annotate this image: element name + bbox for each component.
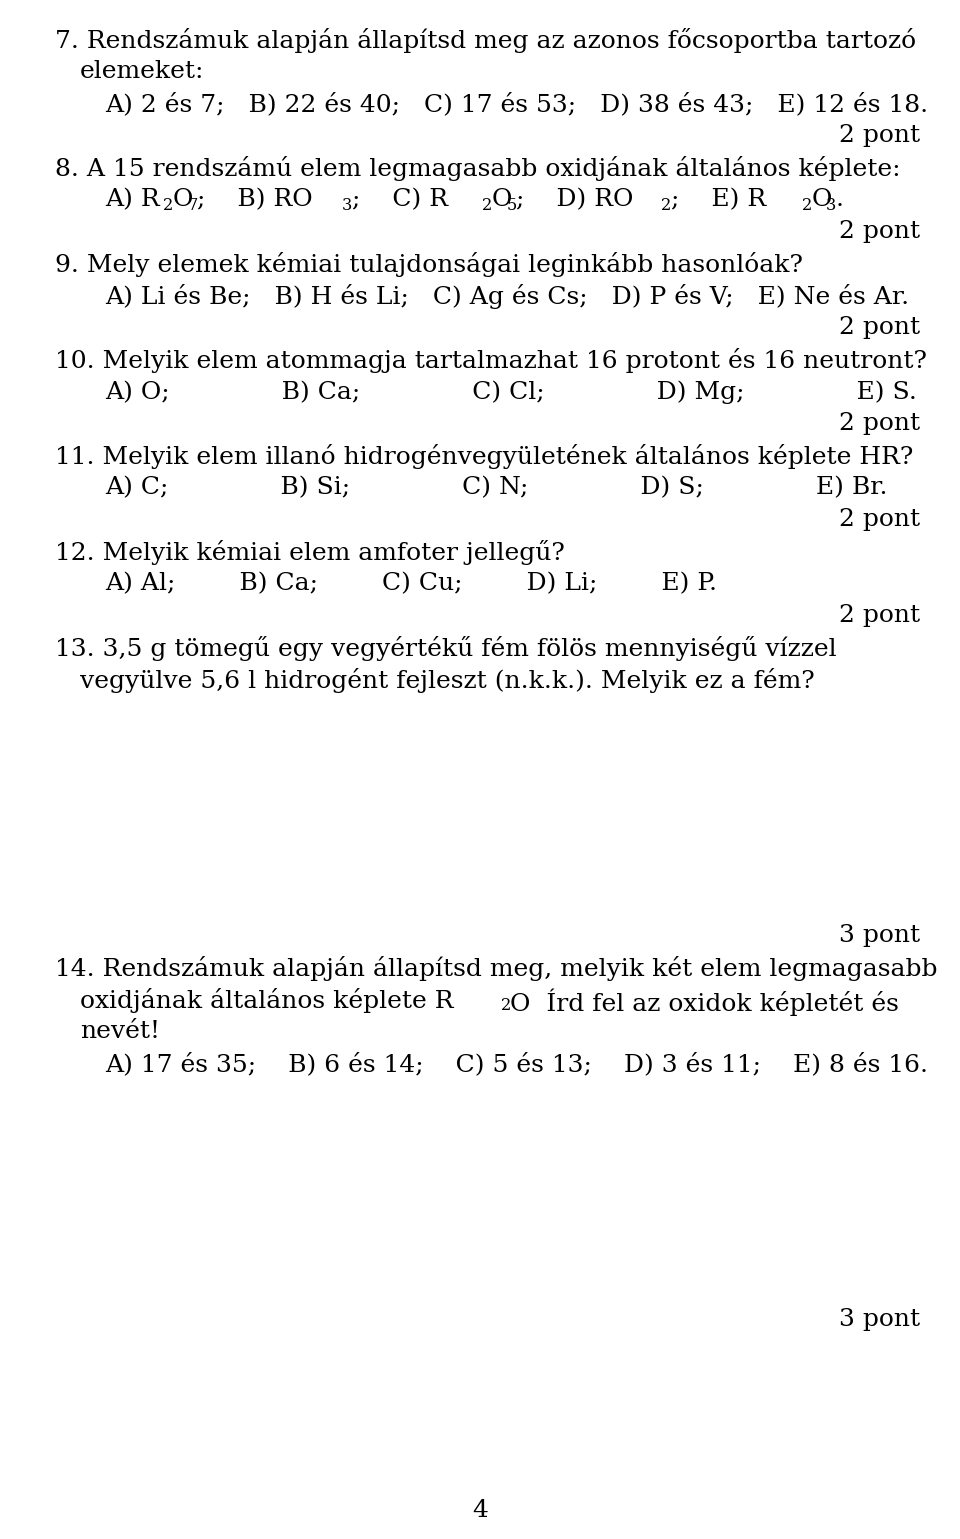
Text: 8. A 15 rendszámú elem legmagasabb oxidjának általános képlete:: 8. A 15 rendszámú elem legmagasabb oxidj… (55, 155, 900, 182)
Text: 2: 2 (163, 197, 174, 214)
Text: 13. 3,5 g tömegű egy vegyértékű fém fölös mennyiségű vízzel: 13. 3,5 g tömegű egy vegyértékű fém fölö… (55, 636, 836, 660)
Text: 3: 3 (342, 197, 352, 214)
Text: 7. Rendszámuk alapján állapítsd meg az azonos főcsoportba tartozó: 7. Rendszámuk alapján állapítsd meg az a… (55, 28, 916, 52)
Text: O: O (492, 188, 513, 211)
Text: 4: 4 (472, 1499, 488, 1522)
Text: 7: 7 (187, 197, 198, 214)
Text: 11. Melyik elem illanó hidrogénvegyületének általános képlete HR?: 11. Melyik elem illanó hidrogénvegyületé… (55, 443, 913, 469)
Text: .: . (835, 188, 844, 211)
Text: vegyülve 5,6 l hidrogént fejleszt (n.k.k.). Melyik ez a fém?: vegyülve 5,6 l hidrogént fejleszt (n.k.k… (80, 668, 815, 693)
Text: 2: 2 (500, 997, 511, 1014)
Text: A) 2 és 7;   B) 22 és 40;   C) 17 és 53;   D) 38 és 43;   E) 12 és 18.: A) 2 és 7; B) 22 és 40; C) 17 és 53; D) … (105, 92, 928, 115)
Text: A) 17 és 35;    B) 6 és 14;    C) 5 és 13;    D) 3 és 11;    E) 8 és 16.: A) 17 és 35; B) 6 és 14; C) 5 és 13; D) … (105, 1053, 928, 1076)
Text: nevét!: nevét! (80, 1020, 160, 1043)
Text: A) Li és Be;   B) H és Li;   C) Ag és Cs;   D) P és V;   E) Ne és Ar.: A) Li és Be; B) H és Li; C) Ag és Cs; D)… (105, 285, 909, 309)
Text: 2 pont: 2 pont (839, 125, 920, 148)
Text: A) Al;        B) Ca;        C) Cu;        D) Li;        E) P.: A) Al; B) Ca; C) Cu; D) Li; E) P. (105, 573, 717, 596)
Text: 2 pont: 2 pont (839, 220, 920, 243)
Text: elemeket:: elemeket: (80, 60, 204, 83)
Text: O: O (811, 188, 831, 211)
Text: 10. Melyik elem atommagja tartalmazhat 16 protont és 16 neutront?: 10. Melyik elem atommagja tartalmazhat 1… (55, 348, 927, 372)
Text: A) R: A) R (105, 188, 159, 211)
Text: 2: 2 (802, 197, 812, 214)
Text: oxidjának általános képlete R: oxidjának általános képlete R (80, 988, 453, 1013)
Text: 2: 2 (661, 197, 672, 214)
Text: 2 pont: 2 pont (839, 603, 920, 626)
Text: 3: 3 (826, 197, 836, 214)
Text: 14. Rendszámuk alapján állapítsd meg, melyik két elem legmagasabb: 14. Rendszámuk alapján állapítsd meg, me… (55, 956, 938, 980)
Text: 5: 5 (507, 197, 516, 214)
Text: ;    D) RO: ; D) RO (516, 188, 634, 211)
Text: ;    C) R: ; C) R (351, 188, 447, 211)
Text: A) C;              B) Si;              C) N;              D) S;              E) : A) C; B) Si; C) N; D) S; E) (105, 476, 887, 499)
Text: 12. Melyik kémiai elem amfoter jellegű?: 12. Melyik kémiai elem amfoter jellegű? (55, 540, 564, 565)
Text: ;    E) R: ; E) R (671, 188, 766, 211)
Text: 2 pont: 2 pont (839, 315, 920, 339)
Text: 3 pont: 3 pont (839, 1308, 920, 1331)
Text: ;    B) RO: ; B) RO (197, 188, 313, 211)
Text: A) O;              B) Ca;              C) Cl;              D) Mg;              E: A) O; B) Ca; C) Cl; D) Mg; E (105, 380, 917, 403)
Text: O: O (173, 188, 193, 211)
Text: 2: 2 (482, 197, 492, 214)
Text: 2 pont: 2 pont (839, 412, 920, 436)
Text: 9. Mely elemek kémiai tulajdonságai leginkább hasonlóak?: 9. Mely elemek kémiai tulajdonságai legi… (55, 252, 803, 277)
Text: 2 pont: 2 pont (839, 508, 920, 531)
Text: 3 pont: 3 pont (839, 923, 920, 946)
Text: O  Írd fel az oxidok képletét és: O Írd fel az oxidok képletét és (511, 988, 900, 1016)
